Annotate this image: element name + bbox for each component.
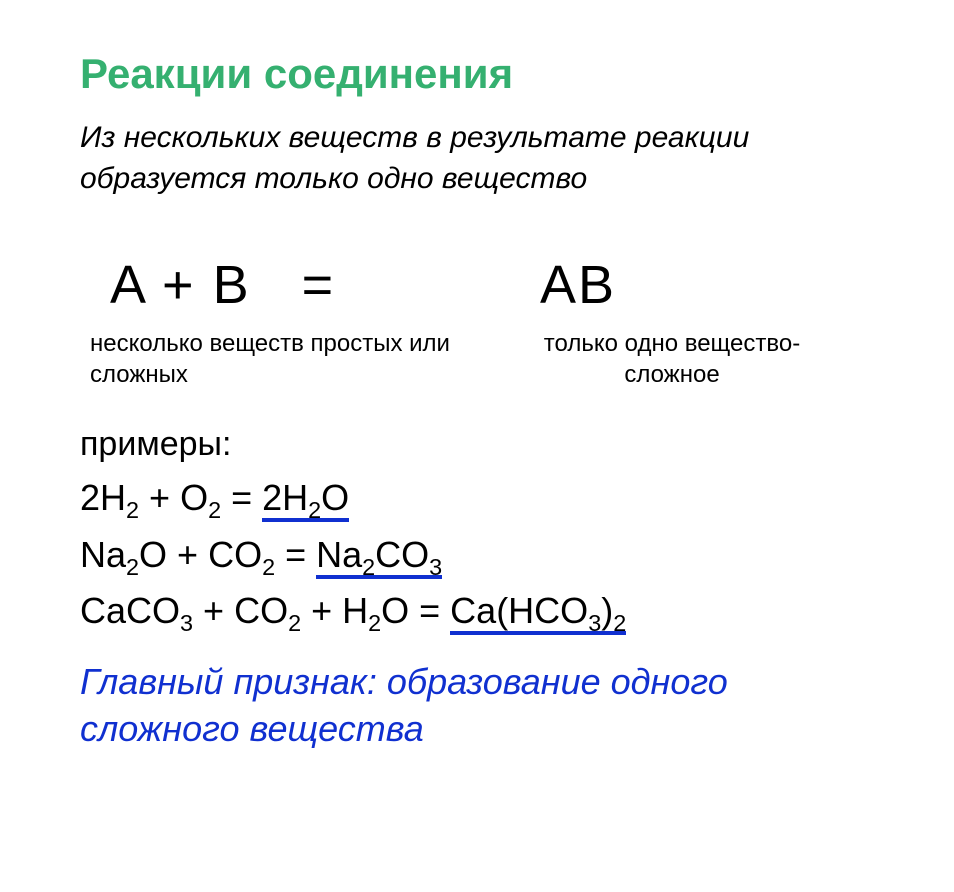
page-title: Реакции соединения <box>80 50 894 98</box>
equation-right-side: AB <box>510 254 894 316</box>
product-text: Ca(HCO3)2 <box>450 590 626 635</box>
examples-label: примеры: <box>80 425 894 464</box>
general-equation: A + B = несколько веществ простых или сл… <box>80 254 894 390</box>
product-text: 2H2O <box>262 477 349 522</box>
reactants-text: CaCO3 + CO2 + H2O = <box>80 590 450 631</box>
product-text: Na2CO3 <box>316 534 442 579</box>
reactants-text: Na2O + CO2 = <box>80 534 316 575</box>
main-feature-note: Главный признак: образование одного слож… <box>80 659 894 753</box>
equation-left-caption: несколько веществ простых или сложных <box>80 328 510 390</box>
reactants-text: 2H2 + O2 = <box>80 477 262 518</box>
equation-right-caption: только одно вещество- сложное <box>510 328 894 390</box>
reaction-line: 2H2 + O2 = 2H2O <box>80 472 894 528</box>
subtitle-text: Из нескольких веществ в результате реакц… <box>80 118 894 199</box>
equation-left-side: A + B = <box>80 254 510 316</box>
reaction-line: CaCO3 + CO2 + H2O = Ca(HCO3)2 <box>80 585 894 641</box>
reaction-line: Na2O + CO2 = Na2CO3 <box>80 529 894 585</box>
